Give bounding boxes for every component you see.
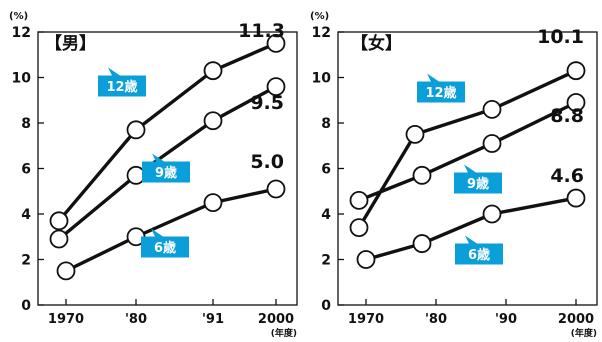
badge-box [98, 75, 146, 97]
end-value-label: 5.0 [250, 151, 284, 173]
series-badge: 12歳 [98, 67, 146, 97]
data-point [126, 120, 146, 140]
badge-box [454, 172, 502, 194]
series-name-label: 9歳 [467, 176, 489, 192]
y-tick-label: 2 [321, 253, 331, 269]
x-tick-label: '90 [495, 312, 517, 327]
data-point [566, 188, 586, 208]
badge-pointer [464, 164, 476, 173]
data-point [356, 250, 376, 269]
series-line [365, 196, 577, 262]
chart-title: 【女】 [351, 33, 402, 54]
series-badge: 9歳 [454, 164, 502, 194]
data-point [203, 193, 223, 213]
data-point [203, 61, 223, 81]
badge-box [417, 81, 465, 103]
y-axis-label: (%) [310, 11, 329, 22]
y-tick-label: 8 [321, 116, 331, 132]
end-value-label: 8.8 [550, 105, 584, 127]
y-axis-label: (%) [9, 11, 28, 22]
end-value-label: 4.6 [550, 165, 584, 187]
series-line [358, 100, 577, 202]
chart-panel-girls: 0 2 4 6 8 10 12 1970 '80 '90 2000 (%) (年度) 【女】 12歳 10.1… [310, 11, 598, 339]
data-point [412, 234, 432, 253]
series-badge: 6歳 [455, 235, 503, 265]
y-tick-label: 10 [312, 71, 332, 87]
badge-pointer [427, 73, 439, 82]
x-tick-label: 1970 [48, 312, 84, 327]
data-point [56, 261, 76, 281]
series-line [57, 41, 277, 222]
badge-pointer [151, 228, 163, 237]
end-value-label: 11.3 [238, 20, 285, 42]
end-value-label: 9.5 [250, 92, 284, 114]
series-badge: 6歳 [141, 228, 189, 258]
x-axis-label: (年度) [571, 327, 597, 339]
data-point [49, 211, 69, 231]
data-point [203, 111, 223, 131]
series-badge: 12歳 [417, 73, 465, 103]
data-point [566, 61, 586, 81]
badge-pointer [108, 67, 120, 76]
chart-title: 【男】 [45, 33, 96, 54]
x-tick-label: '80 [425, 312, 447, 327]
badge-box [142, 161, 190, 183]
y-tick-label: 2 [21, 253, 31, 269]
data-point [266, 77, 286, 96]
data-point [266, 179, 286, 199]
series-name-label: 6歳 [154, 240, 176, 256]
data-point [266, 33, 286, 53]
series-name-label: 12歳 [425, 85, 456, 101]
data-point [349, 218, 369, 238]
data-point [405, 124, 425, 144]
series-name-label: 12歳 [106, 79, 137, 95]
y-tick-label: 12 [12, 25, 31, 41]
badge-pointer [465, 235, 477, 244]
data-point [349, 190, 369, 210]
data-point [482, 204, 502, 224]
data-point [126, 165, 146, 185]
series-name-label: 9歳 [155, 165, 177, 181]
series-line [57, 85, 277, 241]
y-tick-label: 6 [321, 162, 331, 178]
data-point [49, 229, 69, 249]
x-tick-label: '80 [125, 312, 147, 327]
data-point [566, 93, 586, 112]
y-tick-label: 4 [321, 207, 331, 223]
y-tick-label: 10 [12, 71, 32, 87]
y-tick-label: 0 [321, 298, 331, 314]
data-point [482, 99, 502, 119]
badge-box [455, 243, 503, 265]
y-tick-label: 0 [21, 298, 31, 314]
x-tick-label: 2000 [258, 312, 294, 327]
end-value-label: 10.1 [537, 26, 584, 48]
x-tick-label: 1970 [348, 312, 384, 327]
series-line [65, 187, 277, 273]
chart-panel-boys: 0 2 4 6 8 10 12 1970 '80 '91 2000 (%) (年度) 【男】 12歳 11.3… [9, 11, 298, 339]
series-name-label: 6歳 [468, 247, 490, 263]
data-point [412, 165, 432, 185]
x-axis-label: (年度) [271, 327, 297, 339]
badge-pointer [152, 153, 164, 162]
data-point [482, 134, 502, 153]
y-tick-label: 4 [21, 207, 31, 223]
y-tick-label: 12 [312, 25, 331, 41]
series-line [357, 69, 577, 229]
y-tick-label: 8 [21, 116, 31, 132]
x-tick-label: 2000 [558, 312, 594, 327]
series-badge: 9歳 [142, 153, 190, 183]
y-tick-label: 6 [21, 162, 31, 178]
x-tick-label: '91 [202, 312, 224, 327]
badge-box [141, 236, 189, 258]
